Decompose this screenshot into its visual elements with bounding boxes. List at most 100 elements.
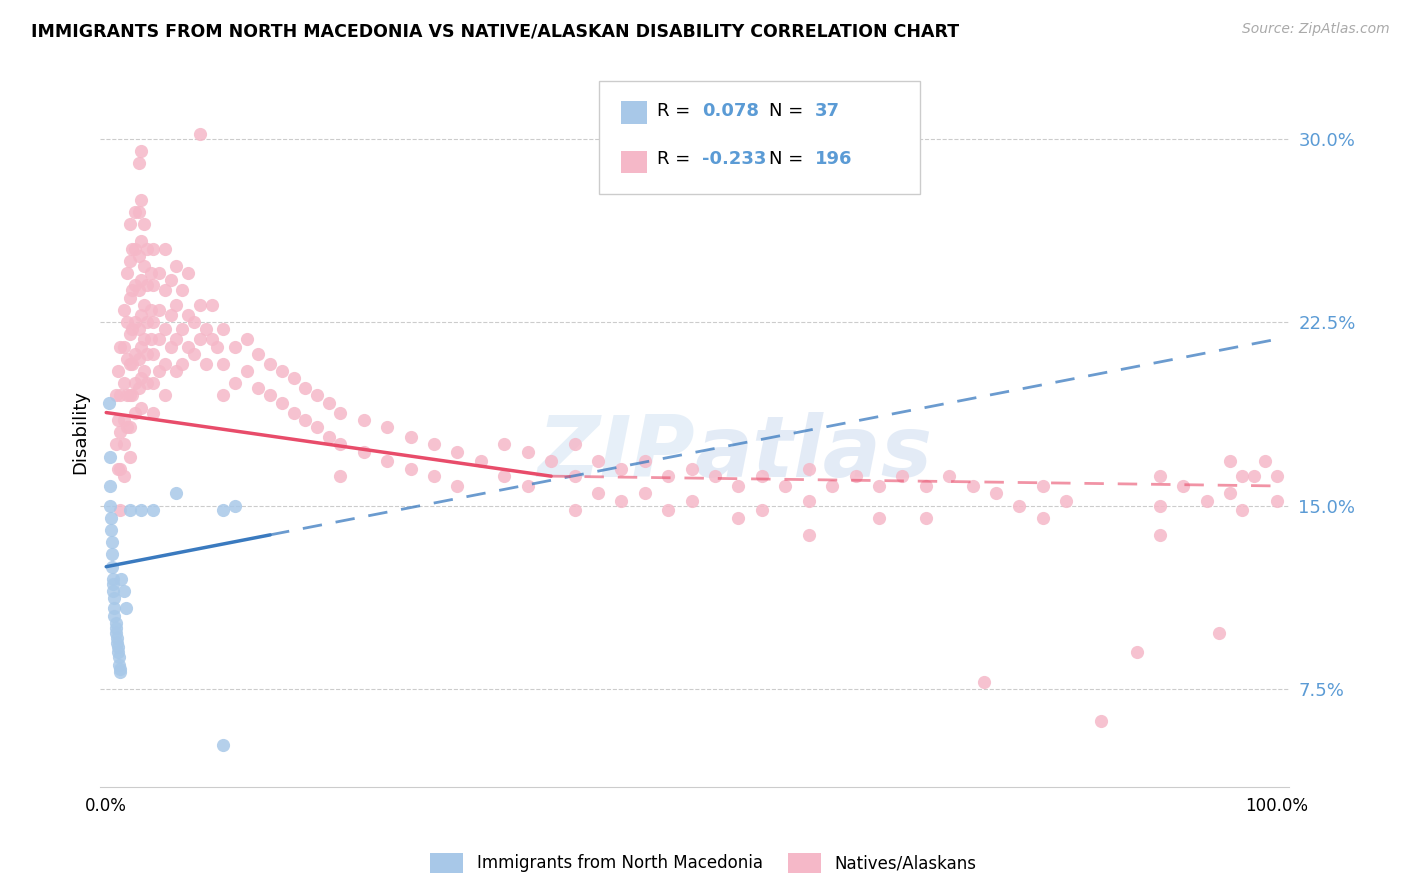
Point xyxy=(294,381,316,395)
Point xyxy=(183,315,205,329)
Point xyxy=(305,420,328,434)
Text: 196: 196 xyxy=(814,150,852,168)
Point xyxy=(103,576,125,591)
Point xyxy=(131,235,153,249)
Point xyxy=(124,406,146,420)
Point xyxy=(704,469,727,483)
Point xyxy=(375,454,398,468)
Point xyxy=(142,242,165,256)
Point xyxy=(1265,469,1288,483)
Point xyxy=(118,327,141,342)
Point xyxy=(1149,499,1171,513)
Point xyxy=(516,444,538,458)
Point xyxy=(104,615,127,630)
Point xyxy=(727,479,749,493)
Point xyxy=(103,601,125,615)
Point xyxy=(775,479,797,493)
Point xyxy=(470,454,492,468)
Point xyxy=(103,584,125,599)
Point xyxy=(446,479,468,493)
Point xyxy=(107,364,129,378)
Point xyxy=(194,357,217,371)
Point xyxy=(283,406,305,420)
Point xyxy=(207,339,229,353)
Point xyxy=(104,625,127,640)
Point xyxy=(1254,454,1277,468)
Point xyxy=(128,205,150,219)
Point xyxy=(107,640,129,655)
Point xyxy=(610,493,633,508)
Point xyxy=(142,503,165,517)
Point xyxy=(172,357,194,371)
Point xyxy=(121,283,143,297)
Point xyxy=(132,217,155,231)
Point xyxy=(136,315,159,329)
Point xyxy=(112,413,135,427)
Point xyxy=(159,273,181,287)
Point xyxy=(564,437,586,451)
Point xyxy=(270,396,292,410)
Point xyxy=(117,315,139,329)
Point xyxy=(148,302,170,317)
Point xyxy=(136,242,159,256)
Point xyxy=(194,322,217,336)
Point xyxy=(117,420,139,434)
Point xyxy=(118,217,141,231)
Text: Source: ZipAtlas.com: Source: ZipAtlas.com xyxy=(1241,22,1389,37)
Point xyxy=(98,499,121,513)
Point xyxy=(212,357,235,371)
Point xyxy=(681,493,703,508)
Point xyxy=(212,738,235,752)
Point xyxy=(1008,499,1031,513)
Point xyxy=(153,242,176,256)
Point xyxy=(247,381,270,395)
Point xyxy=(104,388,127,402)
Point xyxy=(131,308,153,322)
Text: -0.233: -0.233 xyxy=(702,150,766,168)
Point xyxy=(914,510,936,524)
Point xyxy=(110,339,132,353)
Text: ZIP: ZIP xyxy=(537,412,695,495)
Point xyxy=(124,278,146,293)
Point xyxy=(797,493,820,508)
FancyBboxPatch shape xyxy=(599,81,921,194)
Point xyxy=(259,388,281,402)
Point xyxy=(247,347,270,361)
Point xyxy=(153,322,176,336)
Point xyxy=(139,302,162,317)
Point xyxy=(128,322,150,336)
Point xyxy=(962,479,984,493)
Point xyxy=(112,302,135,317)
Point xyxy=(634,454,657,468)
Point xyxy=(112,339,135,353)
Point xyxy=(118,450,141,464)
Point xyxy=(131,339,153,353)
Point xyxy=(142,315,165,329)
Point xyxy=(1149,528,1171,542)
Point xyxy=(103,572,125,586)
Point xyxy=(112,376,135,391)
Point xyxy=(235,332,257,346)
Point xyxy=(159,339,181,353)
Point xyxy=(1032,479,1054,493)
Point xyxy=(1054,493,1077,508)
Point xyxy=(131,144,153,158)
Point xyxy=(657,469,679,483)
Point xyxy=(112,584,135,599)
Point xyxy=(107,462,129,476)
Point xyxy=(118,253,141,268)
Point xyxy=(128,249,150,263)
Point xyxy=(797,462,820,476)
Point xyxy=(200,298,222,312)
Point xyxy=(797,528,820,542)
Point xyxy=(139,332,162,346)
Point xyxy=(283,371,305,385)
Point xyxy=(110,662,132,676)
Point xyxy=(124,205,146,219)
Point xyxy=(868,479,890,493)
Point xyxy=(973,674,995,689)
Point xyxy=(751,503,773,517)
Point xyxy=(110,572,132,586)
Point xyxy=(1265,493,1288,508)
Point xyxy=(938,469,960,483)
